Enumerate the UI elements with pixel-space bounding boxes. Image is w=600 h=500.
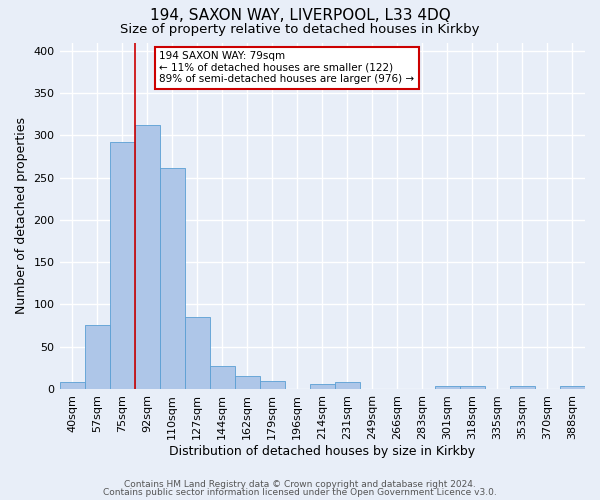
Bar [209,366,235,389]
Bar [235,376,260,389]
Text: Size of property relative to detached houses in Kirkby: Size of property relative to detached ho… [120,22,480,36]
Bar [59,382,85,389]
Bar [460,386,485,389]
Text: 194 SAXON WAY: 79sqm
← 11% of detached houses are smaller (122)
89% of semi-deta: 194 SAXON WAY: 79sqm ← 11% of detached h… [160,51,415,84]
Text: 194, SAXON WAY, LIVERPOOL, L33 4DQ: 194, SAXON WAY, LIVERPOOL, L33 4DQ [149,8,451,22]
Text: Contains public sector information licensed under the Open Government Licence v3: Contains public sector information licen… [103,488,497,497]
Bar [260,382,285,389]
Bar [110,142,134,389]
Bar [510,386,535,389]
Bar [134,126,160,389]
Bar [160,168,185,389]
X-axis label: Distribution of detached houses by size in Kirkby: Distribution of detached houses by size … [169,444,475,458]
Bar [310,384,335,389]
Y-axis label: Number of detached properties: Number of detached properties [15,117,28,314]
Bar [185,317,209,389]
Bar [435,386,460,389]
Bar [560,386,585,389]
Text: Contains HM Land Registry data © Crown copyright and database right 2024.: Contains HM Land Registry data © Crown c… [124,480,476,489]
Bar [335,382,360,389]
Bar [85,324,110,389]
